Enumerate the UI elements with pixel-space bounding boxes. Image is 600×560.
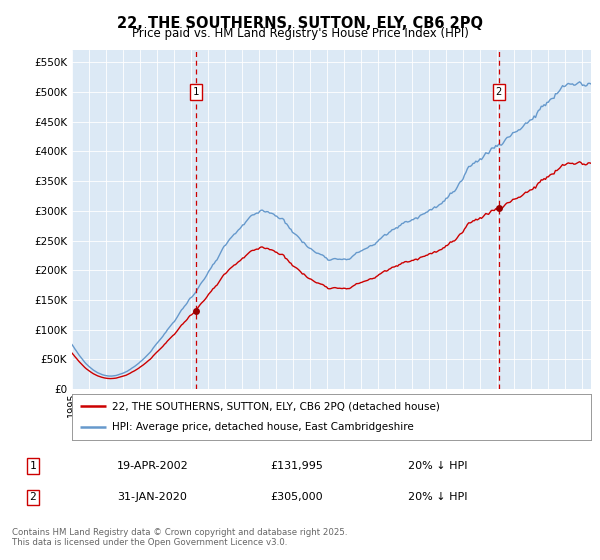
Text: Contains HM Land Registry data © Crown copyright and database right 2025.
This d: Contains HM Land Registry data © Crown c… [12, 528, 347, 547]
Text: 31-JAN-2020: 31-JAN-2020 [117, 492, 187, 502]
Text: 22, THE SOUTHERNS, SUTTON, ELY, CB6 2PQ: 22, THE SOUTHERNS, SUTTON, ELY, CB6 2PQ [117, 16, 483, 31]
Text: 22, THE SOUTHERNS, SUTTON, ELY, CB6 2PQ (detached house): 22, THE SOUTHERNS, SUTTON, ELY, CB6 2PQ … [112, 401, 440, 411]
Text: £305,000: £305,000 [270, 492, 323, 502]
Text: Price paid vs. HM Land Registry's House Price Index (HPI): Price paid vs. HM Land Registry's House … [131, 27, 469, 40]
Text: 20% ↓ HPI: 20% ↓ HPI [408, 492, 467, 502]
Text: 2: 2 [29, 492, 37, 502]
Text: 1: 1 [29, 461, 37, 471]
Text: 19-APR-2002: 19-APR-2002 [117, 461, 189, 471]
Text: £131,995: £131,995 [270, 461, 323, 471]
Text: HPI: Average price, detached house, East Cambridgeshire: HPI: Average price, detached house, East… [112, 422, 414, 432]
Text: 2: 2 [496, 87, 502, 97]
Text: 20% ↓ HPI: 20% ↓ HPI [408, 461, 467, 471]
Text: 1: 1 [193, 87, 199, 97]
